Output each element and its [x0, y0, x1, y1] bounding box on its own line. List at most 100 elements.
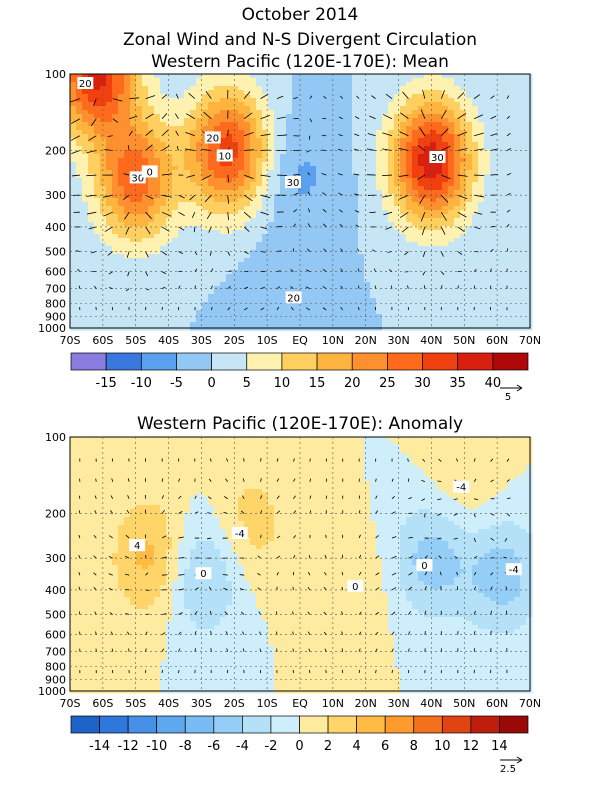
mean-cell [520, 274, 527, 279]
mean-cell [340, 102, 347, 107]
mean-cell [226, 234, 233, 239]
mean-cell [292, 170, 299, 175]
mean-cell [400, 102, 407, 107]
mean-cell [460, 318, 467, 323]
mean-cell [100, 138, 107, 143]
mean-cell [430, 182, 437, 187]
mean-cell [196, 190, 203, 195]
mean-cell [100, 162, 107, 167]
mean-cell [328, 302, 335, 307]
mean-cell [526, 246, 533, 251]
mean-cell [334, 314, 341, 319]
mean-cell [112, 74, 119, 79]
mean-cell [220, 82, 227, 87]
mean-cell [136, 218, 143, 223]
mean-cell [352, 162, 359, 167]
mean-cell [352, 294, 359, 299]
mean-cell [478, 306, 485, 311]
mean-cell [340, 162, 347, 167]
mean-cell [154, 270, 161, 275]
mean-cell [304, 250, 311, 255]
mean-cell [172, 278, 179, 283]
mean-cell [136, 310, 143, 315]
mean-cell [340, 130, 347, 135]
mean-cell [400, 146, 407, 151]
mean-cell [292, 130, 299, 135]
mean-cell [406, 286, 413, 291]
mean-cell [286, 150, 293, 155]
mean-cell [370, 282, 377, 287]
mean-cell [238, 178, 245, 183]
mean-cell [148, 142, 155, 147]
mean-cell [478, 138, 485, 143]
mean-cell [292, 138, 299, 143]
mean-cell [274, 190, 281, 195]
mean-cell [304, 258, 311, 263]
mean-cell [412, 246, 419, 251]
mean-cell [358, 134, 365, 139]
mean-cell [430, 322, 437, 327]
figure-subtitle: Zonal Wind and N-S Divergent Circulation [123, 30, 477, 50]
mean-cell [190, 134, 197, 139]
mean-cell [202, 150, 209, 155]
mean-cell [148, 242, 155, 247]
mean-cell [268, 206, 275, 211]
mean-cell [400, 118, 407, 123]
mean-cell [352, 242, 359, 247]
mean-cell [202, 162, 209, 167]
mean-cell [148, 150, 155, 155]
mean-cell [472, 218, 479, 223]
mean-cell [508, 78, 515, 83]
mean-cell [238, 222, 245, 227]
mean-cell [454, 226, 461, 231]
mean-cell [274, 154, 281, 159]
mean-cell [514, 166, 521, 171]
mean-cell [274, 254, 281, 259]
mean-cell [130, 182, 137, 187]
mean-cell [256, 278, 263, 283]
mean-cell [250, 298, 257, 303]
mean-cell [490, 238, 497, 243]
mean-cell [256, 122, 263, 127]
mean-cell [238, 110, 245, 115]
mean-cell [382, 102, 389, 107]
mean-cell [274, 78, 281, 83]
mean-cell [514, 126, 521, 131]
mean-cell [238, 106, 245, 111]
mean-cell [508, 242, 515, 247]
mean-cell [82, 190, 89, 195]
mean-cell [220, 86, 227, 91]
mean-cell [136, 182, 143, 187]
mean-cell [196, 222, 203, 227]
mean-cell [160, 134, 167, 139]
mean-cell [106, 234, 113, 239]
mean-cell [364, 238, 371, 243]
mean-cell [328, 150, 335, 155]
mean-cell [334, 266, 341, 271]
mean-cell [454, 118, 461, 123]
mean-cell [178, 282, 185, 287]
mean-cell [262, 222, 269, 227]
mean-cell [364, 118, 371, 123]
mean-cell [490, 78, 497, 83]
mean-cell [184, 106, 191, 111]
mean-cell [70, 82, 77, 87]
mean-cell [478, 130, 485, 135]
mean-cell [70, 282, 77, 287]
mean-cell [508, 290, 515, 295]
mean-cell [376, 170, 383, 175]
mean-cell [382, 94, 389, 99]
mean-cell [340, 90, 347, 95]
mean-cell [238, 134, 245, 139]
mean-cell [142, 322, 149, 327]
mean-cell [226, 250, 233, 255]
mean-cell [148, 234, 155, 239]
mean-cell [208, 218, 215, 223]
mean-vector [86, 194, 97, 197]
mean-cell [502, 150, 509, 155]
mean-cell [346, 270, 353, 275]
mean-cell [502, 106, 509, 111]
mean-cell [400, 254, 407, 259]
mean-cell [520, 162, 527, 167]
mean-cell [130, 238, 137, 243]
